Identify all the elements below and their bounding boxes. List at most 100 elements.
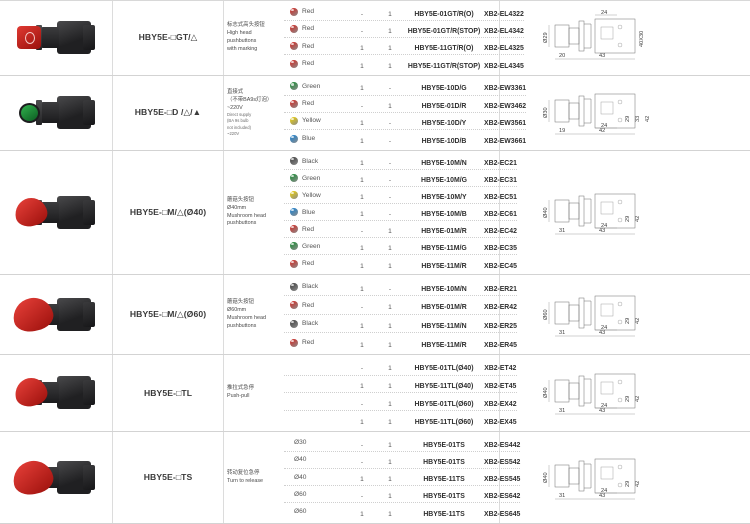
variant-row: Ø60 1 1 HBY5E-11TS XB2-ES645	[284, 503, 520, 520]
no-contact-value: 1	[360, 382, 364, 390]
reference-code: XB2-EW3661	[484, 137, 527, 145]
no-contact-value: -	[360, 493, 364, 501]
svg-text:42: 42	[635, 318, 641, 324]
photo-cell	[0, 150, 113, 275]
svg-text:31: 31	[559, 330, 565, 336]
no-contact-value: -	[360, 365, 364, 373]
reference-code: XB2-EX42	[484, 400, 517, 408]
svg-text:29: 29	[625, 480, 631, 486]
color-label: Black	[302, 320, 319, 328]
nc-contact-value: -	[388, 137, 392, 145]
nc-contact-value: -	[388, 194, 392, 202]
svg-text:24: 24	[601, 325, 607, 331]
order-code: HBY5E-01M/R	[421, 304, 467, 312]
product-photo	[10, 455, 99, 501]
table-row: HBY5E-□GT/△ 标志式高头按钮 High head pushbuttons …	[0, 1, 750, 76]
reference-cell: XB2-EL4342	[484, 20, 524, 38]
photo-cell	[0, 432, 113, 524]
reference-cell: XB2-EC45	[484, 255, 517, 273]
nc-contact-cell: 1	[376, 37, 404, 55]
terminal-block	[83, 24, 95, 50]
nc-contact-value: -	[388, 177, 392, 185]
drawing-cell: Ø30 19 42 24 29 33 42	[500, 76, 750, 150]
color-label: Red	[302, 42, 315, 50]
model-name: HBY5E-□GT/△	[138, 32, 198, 43]
reference-code: XB2-ER21	[484, 285, 517, 293]
order-code-cell: HBY5E-01M/R	[404, 296, 484, 314]
model-name: HBY5E-□TS	[143, 472, 193, 483]
order-code-cell: HBY5E-10M/Y	[404, 186, 484, 204]
order-code: HBY5E-10D/B	[421, 137, 467, 145]
reference-code: XB2-ET45	[484, 382, 517, 390]
nc-contact-cell: 1	[376, 468, 404, 486]
nc-contact-value: 1	[388, 382, 392, 390]
description-en: Direct supply (BA 9s bulb not included) …	[227, 112, 252, 136]
table-row: HBY5E-□M/△(Ø60) 蘑菇头按钮 Ø60mm Mushroom head p…	[0, 275, 750, 356]
order-code-cell: HBY5E-11M/R	[404, 255, 484, 273]
nc-contact-value: -	[388, 211, 392, 219]
reference-cell: XB2-ET45	[484, 375, 517, 393]
color-label: Green	[302, 242, 321, 250]
no-contact-cell: 1	[348, 468, 376, 486]
variant-row: Green 1 - HBY5E-10D/G XB2-EW3361	[284, 78, 527, 96]
no-contact-value: 1	[360, 418, 364, 426]
nc-contact-value: 1	[388, 365, 392, 373]
svg-text:40X30: 40X30	[639, 31, 645, 47]
svg-text:24: 24	[601, 488, 607, 494]
reference-code: XB2-ER25	[484, 322, 517, 330]
order-code: HBY5E-01M/R	[421, 228, 467, 236]
svg-text:29: 29	[625, 318, 631, 324]
variant-row: 1 1 HBY5E-11TL(Ø60) XB2-EX45	[284, 411, 516, 429]
svg-text:24: 24	[601, 223, 607, 229]
nc-contact-cell: 1	[376, 485, 404, 503]
order-code-cell: HBY5E-01M/R	[404, 220, 484, 238]
description-en: Turn to release	[227, 477, 264, 484]
reference-code: XB2-EL4342	[484, 27, 524, 35]
variant-row: Ø40 1 1 HBY5E-11TS XB2-ES545	[284, 468, 521, 487]
svg-text:24: 24	[601, 10, 607, 16]
model-name: HBY5E-□M/△(Ø60)	[129, 309, 207, 320]
terminal-block	[83, 99, 95, 125]
red-mushroom-head	[12, 375, 50, 410]
drawing-cell: Ø29 20 43 24 40X30	[500, 1, 750, 75]
color-swatch	[290, 319, 298, 328]
nc-contact-cell: 1	[376, 296, 404, 314]
no-contact-value: 1	[360, 45, 364, 53]
description-cn: 蘑菇头按钮	[227, 299, 254, 306]
no-contact-value: 1	[360, 62, 364, 70]
variant-row: Yellow 1 - HBY5E-10D/Y XB2-EW3561	[284, 113, 527, 131]
drawing-cell: Ø40 31 43 24 29 42	[500, 355, 750, 431]
reference-code: XB2-EL4322	[484, 10, 524, 18]
order-code: HBY5E-11TL(Ø60)	[414, 418, 474, 426]
size-cell: Ø40	[284, 474, 348, 481]
no-contact-cell: 1	[348, 315, 376, 333]
order-code: HBY5E-01GT/R(STOP)	[407, 27, 481, 35]
nc-contact-value: 1	[388, 341, 392, 349]
terminal-block	[83, 301, 95, 327]
no-contact-value: 1	[360, 341, 364, 349]
order-code: HBY5E-11M/G	[421, 245, 467, 253]
color-label: Blue	[302, 135, 316, 143]
order-code-cell: HBY5E-10M/B	[404, 203, 484, 221]
color-swatch	[290, 134, 298, 143]
order-code-cell: HBY5E-11GT/R(STOP)	[404, 55, 484, 73]
table-row: HBY5E-□M/△(Ø40) 蘑菇头按钮 Ø40mm Mushroom head p…	[0, 150, 750, 276]
no-contact-cell: 1	[348, 37, 376, 55]
no-contact-value: -	[360, 228, 364, 236]
color-cell: Black	[284, 319, 348, 328]
variant-row: Green 1 1 HBY5E-11M/G XB2-EC35	[284, 238, 517, 256]
color-label: Red	[302, 260, 315, 268]
nc-contact-value: 1	[388, 62, 392, 70]
color-label: Red	[302, 8, 315, 16]
order-code: HBY5E-01TS	[423, 493, 465, 501]
nc-contact-cell: 1	[376, 255, 404, 273]
o-marking	[25, 31, 35, 44]
description-cn-2: Ø60mm	[227, 307, 247, 314]
nc-contact-cell: 1	[376, 434, 404, 452]
no-contact-value: -	[360, 400, 364, 408]
color-cell: Red	[284, 225, 348, 234]
no-contact-cell: -	[348, 393, 376, 411]
description-block: 标志式高头按钮 High head pushbuttons with markin…	[224, 1, 284, 75]
color-cell: Blue	[284, 208, 348, 217]
nc-contact-cell: 1	[376, 20, 404, 38]
